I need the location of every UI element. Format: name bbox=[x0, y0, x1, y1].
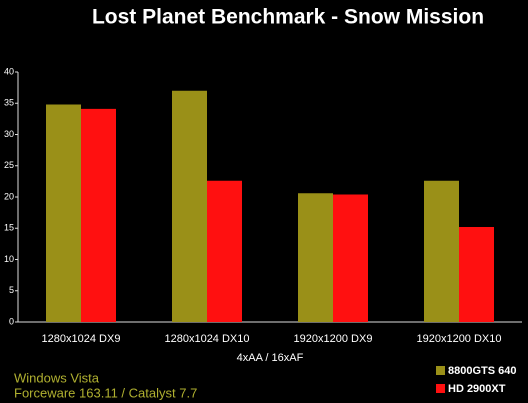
bar bbox=[298, 193, 333, 322]
legend-label: HD 2900XT bbox=[448, 383, 506, 395]
bar bbox=[459, 227, 494, 322]
note: Forceware 163.11 / Catalyst 7.7 bbox=[14, 385, 197, 400]
y-tick-label: 5 bbox=[9, 285, 14, 295]
bar bbox=[424, 180, 459, 322]
chart-title: Lost Planet Benchmark - Snow Mission bbox=[92, 6, 484, 29]
y-tick-label: 15 bbox=[4, 223, 14, 233]
y-tick-label: 10 bbox=[4, 254, 14, 264]
x-tick-label: 1280x1024 DX9 bbox=[42, 333, 121, 345]
x-tick-label: 1920x1200 DX10 bbox=[416, 333, 501, 345]
y-tick-label: 30 bbox=[4, 129, 14, 139]
y-tick-label: 20 bbox=[4, 191, 14, 201]
legend-swatch bbox=[436, 384, 445, 393]
note: Windows Vista bbox=[14, 370, 100, 385]
x-axis-title: 4xAA / 16xAF bbox=[237, 352, 304, 364]
x-tick-label: 1920x1200 DX9 bbox=[294, 333, 373, 345]
legend-label: 8800GTS 640 bbox=[448, 365, 517, 377]
legend-swatch bbox=[436, 366, 445, 375]
bar bbox=[207, 180, 242, 322]
bar bbox=[81, 108, 116, 322]
bar bbox=[333, 194, 368, 322]
y-tick-label: 40 bbox=[4, 66, 14, 76]
y-tick-label: 25 bbox=[4, 160, 14, 170]
bar bbox=[172, 90, 207, 322]
y-tick-label: 0 bbox=[9, 316, 14, 326]
y-tick-label: 35 bbox=[4, 98, 14, 108]
x-tick-label: 1280x1024 DX10 bbox=[164, 333, 249, 345]
bar bbox=[46, 104, 81, 322]
